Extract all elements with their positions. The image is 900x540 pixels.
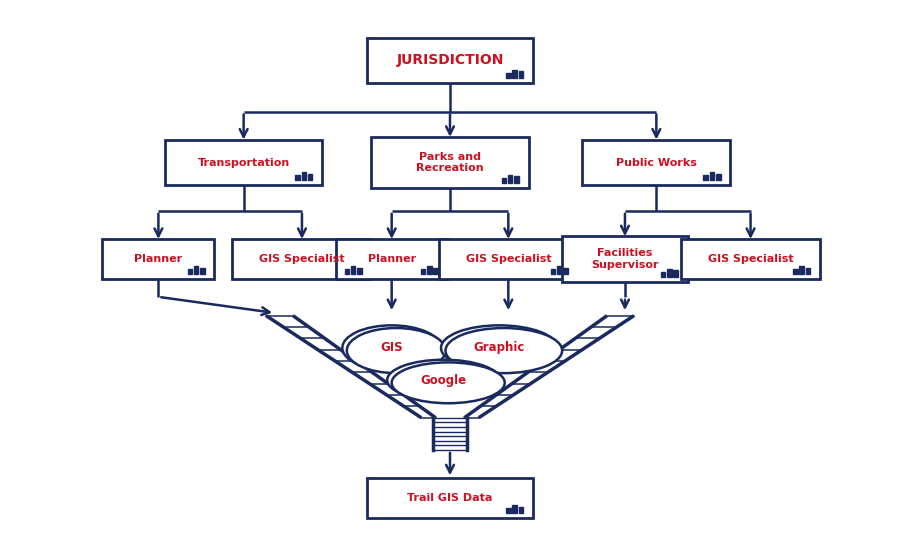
Text: Trail GIS Data: Trail GIS Data	[408, 494, 492, 503]
Text: GIS Specialist: GIS Specialist	[465, 254, 551, 264]
Text: Graphic: Graphic	[473, 341, 525, 354]
Bar	[518, 71, 523, 78]
Ellipse shape	[346, 328, 446, 373]
Bar	[421, 269, 426, 274]
FancyBboxPatch shape	[372, 137, 528, 188]
FancyBboxPatch shape	[681, 239, 820, 279]
Bar	[512, 70, 517, 78]
FancyBboxPatch shape	[165, 140, 322, 185]
Bar	[508, 174, 512, 183]
Text: Planner: Planner	[367, 254, 416, 264]
Bar	[194, 266, 198, 274]
Bar	[187, 269, 192, 274]
Bar	[512, 505, 517, 513]
Bar	[667, 269, 671, 276]
FancyBboxPatch shape	[367, 478, 533, 518]
Bar	[506, 73, 510, 78]
Bar	[551, 269, 555, 274]
Bar	[200, 268, 204, 274]
Bar	[501, 178, 506, 183]
Bar	[704, 175, 708, 180]
Bar	[793, 269, 797, 274]
Bar	[710, 172, 715, 180]
Bar	[518, 507, 523, 513]
FancyBboxPatch shape	[232, 239, 372, 279]
Text: GIS Specialist: GIS Specialist	[707, 254, 794, 264]
Bar	[806, 268, 810, 274]
FancyBboxPatch shape	[336, 239, 448, 279]
Bar	[428, 266, 432, 274]
Ellipse shape	[446, 328, 562, 373]
Bar	[514, 176, 518, 183]
FancyBboxPatch shape	[562, 237, 688, 282]
Bar	[302, 172, 306, 180]
Bar	[351, 266, 356, 274]
Text: Google: Google	[420, 374, 467, 387]
Bar	[557, 266, 562, 274]
Text: Facilities
Supervisor: Facilities Supervisor	[591, 248, 659, 270]
Bar	[357, 268, 362, 274]
Text: Transportation: Transportation	[197, 158, 290, 167]
Bar	[295, 175, 300, 180]
FancyBboxPatch shape	[367, 38, 533, 83]
Bar	[799, 266, 804, 274]
Text: JURISDICTION: JURISDICTION	[396, 53, 504, 68]
Bar	[434, 268, 438, 274]
Ellipse shape	[342, 325, 441, 370]
Ellipse shape	[441, 325, 558, 370]
FancyBboxPatch shape	[103, 239, 214, 279]
Text: GIS Specialist: GIS Specialist	[259, 254, 345, 264]
Bar	[345, 269, 349, 274]
Bar	[506, 508, 510, 513]
Text: Public Works: Public Works	[616, 158, 697, 167]
Text: Parks and
Recreation: Parks and Recreation	[416, 152, 484, 173]
FancyBboxPatch shape	[582, 140, 731, 185]
Bar	[673, 270, 678, 276]
Ellipse shape	[392, 362, 505, 403]
Bar	[563, 268, 568, 274]
FancyBboxPatch shape	[439, 239, 578, 279]
Bar	[716, 173, 721, 180]
Text: Planner: Planner	[134, 254, 183, 264]
Ellipse shape	[387, 360, 500, 401]
Text: GIS: GIS	[381, 341, 403, 354]
Bar	[308, 173, 312, 180]
Bar	[661, 272, 665, 276]
